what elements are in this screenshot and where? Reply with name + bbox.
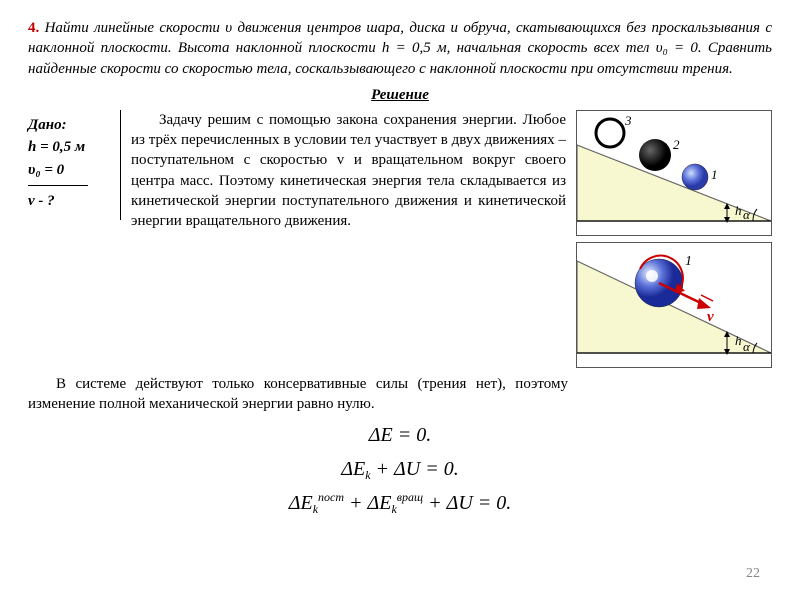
label-alpha: α (743, 207, 751, 222)
page-number: 22 (746, 566, 760, 582)
solution-paragraph-2: В системе действуют только консервативны… (28, 374, 568, 415)
equation-3: ΔEkпост + ΔEkвращ + ΔU = 0. (28, 486, 772, 520)
equation-2: ΔEk + ΔU = 0. (28, 452, 772, 486)
given-vertical-rule (120, 110, 121, 220)
equations-block: ΔE = 0. ΔEk + ΔU = 0. ΔEkпост + ΔEkвращ … (28, 418, 772, 520)
label-h: h (735, 203, 742, 218)
given-find: v - ? (28, 190, 120, 213)
given-block: Дано: h = 0,5 м υ₀ = 0 v - ? (28, 110, 120, 213)
label-2: 2 (673, 137, 680, 152)
figure-top-svg: h α 1 (577, 111, 771, 235)
label-1b: 1 (685, 254, 692, 269)
solution-paragraph-1: Задачу решим с помощью закона сохранения… (131, 110, 566, 232)
solution-heading: Решение (28, 87, 772, 104)
problem-number: 4. (28, 20, 39, 36)
figure-top: h α 1 (576, 110, 772, 236)
problem-text: Найти линейные скорости υ движения центр… (28, 20, 772, 77)
given-line-v0: υ₀ = 0 (28, 159, 120, 182)
label-v: v (707, 309, 714, 325)
equation-1: ΔE = 0. (28, 418, 772, 452)
label-3: 3 (624, 113, 632, 128)
label-1: 1 (711, 167, 718, 182)
label-h-2: h (735, 333, 742, 348)
label-alpha-2: α (743, 339, 751, 354)
figure-bottom: h α 1 v (576, 242, 772, 368)
given-line-h: h = 0,5 м (28, 136, 120, 159)
given-separator (28, 185, 88, 186)
problem-statement: 4. Найти линейные скорости υ движения це… (28, 18, 772, 79)
figure-bottom-svg: h α 1 v (577, 243, 771, 367)
given-title: Дано: (28, 114, 120, 137)
